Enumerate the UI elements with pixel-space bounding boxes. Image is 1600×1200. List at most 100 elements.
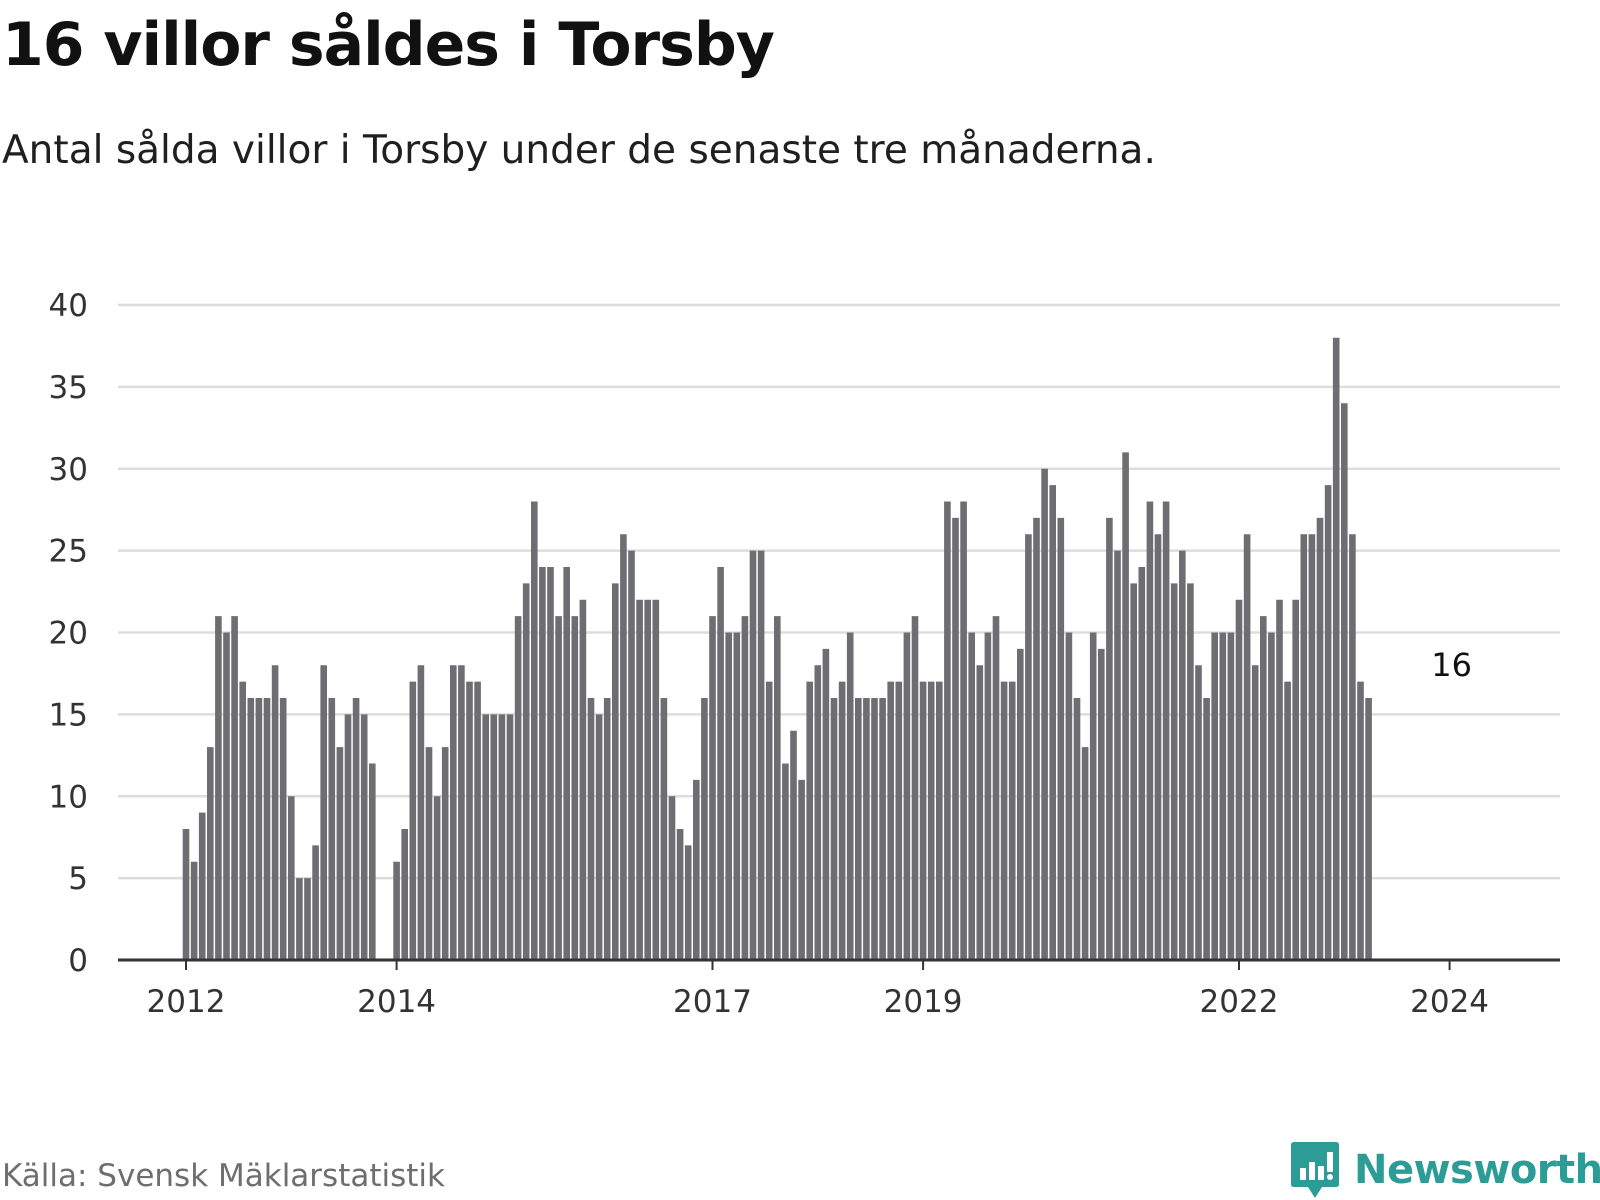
- bar: [247, 698, 255, 960]
- bar: [1187, 583, 1194, 960]
- bar: [984, 632, 992, 960]
- bar: [725, 632, 732, 960]
- bar: [1154, 534, 1162, 960]
- bar: [255, 698, 263, 960]
- bar: [288, 796, 295, 960]
- bar: [1130, 583, 1137, 960]
- y-tick-label: 5: [68, 861, 88, 897]
- bar: [612, 583, 619, 960]
- bar: [1114, 550, 1121, 960]
- bar: [466, 681, 473, 960]
- bar: [1292, 599, 1299, 960]
- bar: [1138, 567, 1146, 960]
- bar: [652, 599, 660, 960]
- bar: [1203, 698, 1210, 960]
- bar: [765, 681, 773, 960]
- x-tick-label: 2017: [673, 984, 752, 1020]
- bar: [239, 681, 246, 960]
- bar: [409, 681, 417, 960]
- bar: [1179, 550, 1186, 960]
- bar: [506, 714, 514, 960]
- bar: [620, 534, 627, 960]
- bar: [417, 665, 425, 960]
- bars: [182, 337, 1372, 960]
- bar: [1251, 665, 1259, 960]
- bar: [863, 698, 870, 960]
- bar: [717, 567, 724, 960]
- bar: [1365, 698, 1372, 960]
- bar: [296, 878, 303, 960]
- y-tick-label: 30: [49, 452, 88, 488]
- bar: [701, 698, 708, 960]
- bar: [927, 681, 935, 960]
- bar: [1260, 616, 1267, 960]
- bar: [676, 829, 684, 960]
- bar: [782, 763, 789, 960]
- bar: [1008, 681, 1016, 960]
- bar: [1235, 599, 1243, 960]
- bar: [903, 632, 911, 960]
- bar: [1308, 534, 1316, 960]
- y-tick-label: 15: [49, 697, 88, 733]
- bar: [757, 550, 765, 960]
- y-tick-label: 35: [49, 370, 88, 406]
- bar: [1098, 648, 1105, 960]
- bar: [433, 796, 441, 960]
- bar: [944, 501, 951, 960]
- bar: [838, 681, 846, 960]
- bar: [741, 616, 749, 960]
- bar: [1341, 403, 1348, 960]
- bar: [911, 616, 919, 960]
- x-tick-label: 2024: [1410, 984, 1489, 1020]
- bar: [215, 616, 222, 960]
- bar: [1357, 681, 1364, 960]
- bar: [1081, 747, 1089, 960]
- bar: [1219, 632, 1227, 960]
- bar: [919, 681, 927, 960]
- bar: [352, 698, 360, 960]
- bar: [1300, 534, 1308, 960]
- bar: [571, 616, 579, 960]
- bar: [482, 714, 489, 960]
- bar: [709, 616, 716, 960]
- bar: [936, 681, 943, 960]
- bar: [1146, 501, 1154, 960]
- bar: [879, 698, 886, 960]
- bar: [360, 714, 368, 960]
- bar: [1057, 517, 1065, 960]
- bar: [563, 567, 570, 960]
- bar: [684, 845, 692, 960]
- bar: [555, 616, 562, 960]
- bar: [846, 632, 854, 960]
- axis-labels: 0 5 10 15 20 25 30 35 40 2012 2014 2017 2019 2022 2024…: [49, 288, 1490, 1020]
- bar: [628, 550, 635, 960]
- bar: [822, 648, 830, 960]
- bar: [474, 681, 481, 960]
- bar: [1106, 517, 1113, 960]
- chart-title: 16 villor såldes i Torsby: [2, 10, 775, 80]
- bar: [369, 763, 376, 960]
- bar: [806, 681, 813, 960]
- bar: [693, 779, 700, 960]
- x-tick-label: 2012: [147, 984, 226, 1020]
- bar: [887, 681, 894, 960]
- bar: [1000, 681, 1008, 960]
- bar: [1332, 337, 1340, 960]
- bar: [1195, 665, 1202, 960]
- newsworthy-brand[interactable]: Newsworthy: [1290, 1140, 1600, 1200]
- bar: [514, 616, 522, 960]
- bar: [830, 698, 838, 960]
- bar: [660, 698, 668, 960]
- bar: [490, 714, 498, 960]
- bar-chart: 0 5 10 15 20 25 30 35 40 2012 2014 2017 2019 2022 2024…: [49, 288, 1560, 1020]
- highlight-value-label: 16: [1431, 646, 1472, 684]
- bar: [458, 665, 465, 960]
- bar: [320, 665, 327, 960]
- bar: [1025, 534, 1032, 960]
- bar: [1089, 632, 1097, 960]
- bar: [223, 632, 230, 960]
- bar: [798, 779, 805, 960]
- bar: [1065, 632, 1073, 960]
- bar: [1162, 501, 1170, 960]
- bar: [547, 567, 554, 960]
